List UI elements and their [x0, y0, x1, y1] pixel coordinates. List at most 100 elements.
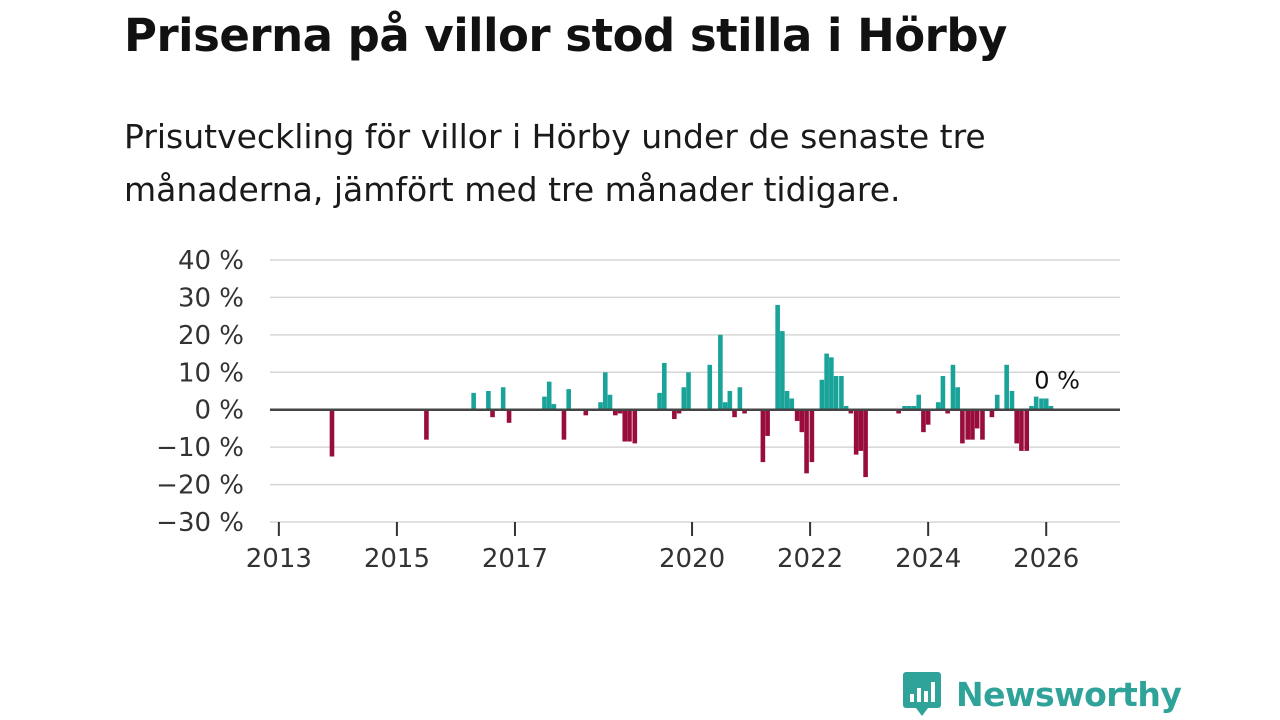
bar [765, 409, 770, 436]
bar [632, 409, 638, 444]
bar [737, 387, 743, 410]
bar [607, 394, 613, 410]
labels-layer: 40 % 30 % 20 % 10 % 0 % −10 % −20 % −30 %2013 20… [156, 246, 1079, 574]
bar [965, 409, 971, 440]
bar [602, 372, 608, 410]
bar [896, 409, 901, 414]
bar [833, 376, 839, 410]
bar [819, 379, 825, 410]
bar [906, 405, 912, 410]
bar [925, 409, 931, 425]
bar [989, 409, 995, 418]
bar [916, 394, 922, 410]
bar [863, 409, 868, 478]
bar [681, 387, 687, 410]
bar [784, 391, 790, 410]
y-tick-label: 40 % [178, 246, 244, 276]
bar [424, 409, 429, 440]
y-tick-label: −30 % [156, 508, 244, 538]
bar [1014, 409, 1020, 444]
bar [974, 409, 980, 429]
bar [1033, 396, 1039, 410]
bar [794, 409, 800, 421]
x-tick-label: 2026 [1013, 544, 1079, 574]
grid-layer [270, 259, 1120, 486]
bar [542, 396, 547, 410]
bar [960, 409, 965, 444]
chart-title: Priserna på villor stod stilla i Hörby [124, 9, 1007, 62]
bar [804, 409, 809, 474]
bar [940, 376, 946, 410]
bar [809, 409, 815, 463]
x-tick-label: 2015 [364, 544, 430, 574]
x-tick-label: 2013 [246, 544, 312, 574]
bar [843, 405, 849, 410]
bar [921, 409, 926, 433]
bar [1043, 398, 1049, 410]
bar [506, 409, 512, 423]
bar [858, 409, 864, 451]
bar [799, 409, 805, 433]
bar [722, 402, 728, 410]
ticks-layer [277, 522, 1048, 536]
bar [500, 387, 506, 410]
bar [707, 364, 713, 410]
bar [551, 404, 557, 410]
bar [760, 409, 766, 463]
bar [902, 405, 907, 410]
bar [945, 409, 950, 414]
bar [853, 409, 859, 455]
y-tick-label: −20 % [156, 471, 244, 501]
bar [732, 409, 737, 418]
bar [676, 409, 682, 414]
bars-layer [329, 304, 1054, 478]
latest-value-annotation: 0 % [1034, 366, 1080, 394]
bar [561, 409, 567, 440]
y-tick-label: 0 % [194, 396, 244, 426]
bar [490, 409, 495, 418]
bar [686, 372, 691, 410]
chart-subtitle: Prisutveckling för villor i Hörby under … [124, 117, 986, 209]
bar [546, 381, 552, 410]
bar [657, 392, 662, 410]
y-tick-label: 20 % [178, 321, 244, 351]
y-tick-label: 30 % [178, 283, 244, 313]
bar [1004, 364, 1009, 410]
x-tick-label: 2022 [777, 544, 843, 574]
bar [839, 376, 844, 410]
newsworthy-logo-icon [903, 672, 941, 716]
bar [486, 391, 491, 410]
bar [622, 409, 628, 442]
bar [672, 409, 677, 420]
bar [329, 409, 335, 457]
bar [727, 391, 733, 410]
bar [955, 387, 960, 410]
x-tick-label: 2024 [895, 544, 961, 574]
bar [1048, 405, 1054, 410]
x-tick-label: 2017 [482, 544, 548, 574]
bar [848, 409, 854, 414]
bar [1009, 391, 1015, 410]
bar-chart: 40 % 30 % 20 % 10 % 0 % −10 % −20 % −30 %2013 20… [156, 246, 1120, 574]
bar [617, 409, 623, 414]
y-tick-label: −10 % [156, 433, 244, 463]
bar [789, 398, 795, 410]
bar [780, 331, 785, 410]
bar [1024, 409, 1030, 451]
bar [970, 409, 975, 440]
bar [627, 409, 632, 442]
bar [598, 402, 603, 410]
newsworthy-logo[interactable]: Newsworthy [902, 670, 1182, 718]
bar [911, 405, 917, 410]
bar [662, 362, 667, 410]
bar [935, 402, 941, 410]
x-tick-label: 2020 [659, 544, 725, 574]
bar [994, 394, 1000, 410]
bar [718, 334, 723, 410]
bar [980, 409, 985, 440]
brand-name: Newsworthy [956, 674, 1182, 714]
bar [775, 304, 780, 410]
bar [613, 409, 618, 416]
bar [950, 364, 956, 410]
bar [583, 409, 589, 416]
